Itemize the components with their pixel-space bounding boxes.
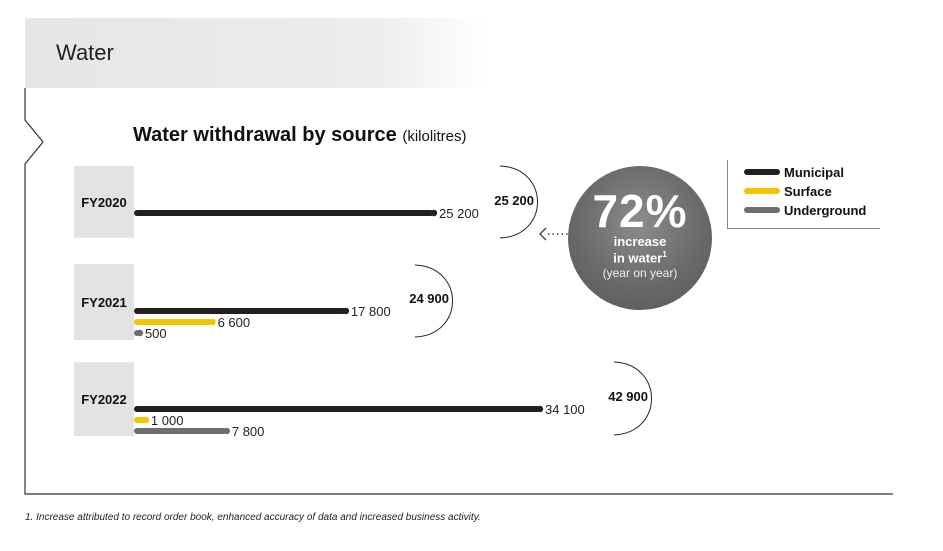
legend-label-municipal: Municipal — [784, 164, 844, 180]
legend-item-underground: Underground — [744, 201, 866, 219]
increase-callout: 72% increase in water1 (year on year) — [568, 166, 712, 310]
chart-title: Water withdrawal by source (kilolitres) — [133, 124, 467, 147]
legend-item-municipal: Municipal — [744, 163, 844, 181]
chart-title-text: Water withdrawal by source — [133, 124, 397, 146]
bar-label-surface-fy2021: 6 600 — [218, 315, 251, 330]
bar-end-dot-underground-fy2021 — [136, 329, 144, 337]
legend-swatch-underground — [744, 207, 780, 213]
bar-label-municipal-fy2022: 34 100 — [545, 402, 585, 417]
bar-label-municipal-fy2020: 25 200 — [439, 206, 479, 221]
year-label-fy2020: FY2020 — [74, 166, 134, 238]
bar-label-underground-fy2022: 7 800 — [232, 424, 265, 439]
bar-end-dot-surface-fy2021 — [209, 318, 216, 326]
year-label-fy2021: FY2021 — [74, 264, 134, 340]
bar-label-municipal-fy2021: 17 800 — [351, 304, 391, 319]
bar-end-dot-municipal-fy2022 — [536, 405, 544, 413]
bar-label-surface-fy2022: 1 000 — [151, 413, 184, 428]
legend-swatch-municipal — [744, 169, 780, 175]
total-bracket-fy2020 — [499, 165, 538, 239]
total-label-fy2021: 24 900 — [409, 291, 449, 306]
bar-surface-fy2021 — [134, 319, 213, 325]
total-label-fy2020: 25 200 — [494, 193, 534, 208]
bar-end-dot-municipal-fy2020 — [430, 209, 438, 217]
callout-footnote-ref: 1 — [662, 250, 667, 259]
callout-line-3: (year on year) — [602, 266, 678, 280]
year-label-fy2022: FY2022 — [74, 362, 134, 436]
bar-municipal-fy2022 — [134, 406, 540, 412]
bar-underground-fy2022 — [134, 428, 227, 434]
bar-end-dot-municipal-fy2021 — [342, 307, 350, 315]
legend-label-underground: Underground — [784, 202, 867, 218]
callout-pointer-arrow — [539, 227, 547, 241]
callout-line-2-text: in water — [613, 250, 663, 266]
bar-end-dot-surface-fy2022 — [142, 416, 150, 424]
callout-percentage: 72% — [592, 185, 688, 237]
section-header-band — [25, 18, 485, 88]
section-title: Water — [56, 40, 114, 65]
legend-item-surface: Surface — [744, 182, 832, 200]
callout-line-2: in water1 — [568, 250, 712, 265]
bar-label-underground-fy2021: 500 — [145, 326, 167, 341]
legend-label-surface: Surface — [784, 183, 832, 199]
total-bracket-fy2021 — [414, 264, 453, 338]
chart-unit: (kilolitres) — [402, 128, 467, 145]
callout-line-1: increase — [613, 234, 667, 249]
bar-municipal-fy2021 — [134, 308, 346, 314]
chart-legend: Municipal Surface Underground — [727, 160, 880, 229]
bar-surface-fy2022 — [134, 417, 146, 423]
footnote: 1. Increase attributed to record order b… — [25, 512, 481, 523]
total-bracket-fy2022 — [613, 361, 652, 436]
bar-municipal-fy2020 — [134, 210, 435, 216]
bar-end-dot-underground-fy2022 — [223, 427, 231, 435]
legend-swatch-surface — [744, 188, 780, 194]
total-label-fy2022: 42 900 — [608, 389, 648, 404]
